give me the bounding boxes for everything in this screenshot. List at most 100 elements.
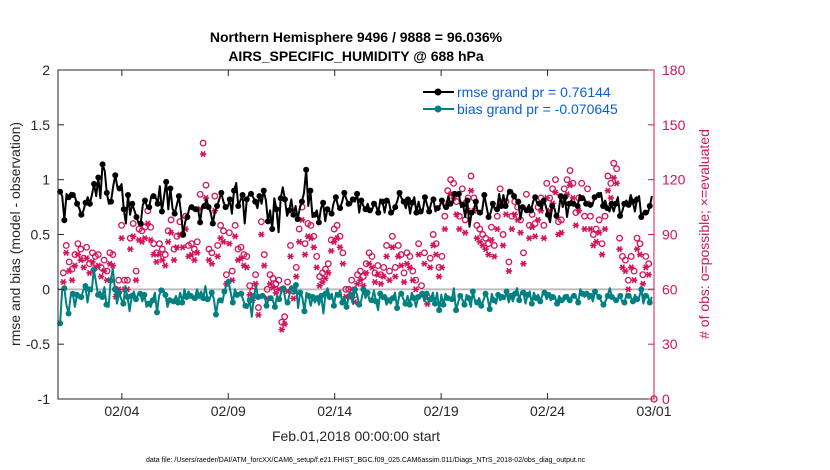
- obs-evaluated-stroke: [162, 262, 168, 269]
- legend-rmse-label: rmse grand pr = 0.76144: [457, 84, 611, 100]
- obs-evaluated-point: [552, 189, 559, 196]
- obs-possible-point: [167, 216, 175, 224]
- obs-possible-point: [339, 249, 347, 257]
- obs-evaluated-point: [383, 253, 390, 260]
- obs-possible-point: [126, 234, 134, 242]
- bias-point: [533, 295, 540, 302]
- rmse-point: [349, 196, 356, 203]
- obs-possible-point: [327, 236, 335, 244]
- obs-evaluated-point: [628, 264, 635, 271]
- bias-point: [128, 292, 135, 299]
- obs-evaluated-stroke: [442, 225, 448, 233]
- obs-evaluated-stroke: [474, 234, 480, 242]
- obs-evaluated-point: [456, 225, 463, 233]
- obs-evaluated-point: [491, 253, 498, 260]
- rmse-point: [506, 188, 513, 195]
- obs-possible-point: [260, 251, 268, 259]
- obs-evaluated-point: [194, 249, 201, 256]
- obs-possible-point: [193, 238, 201, 246]
- obs-evaluated-stroke: [576, 207, 582, 214]
- obs-possible-point: [199, 139, 207, 147]
- obs-evaluated-stroke: [386, 277, 393, 284]
- bias-point: [111, 286, 118, 293]
- obs-evaluated-point: [607, 194, 615, 202]
- rmse-point: [604, 205, 611, 212]
- bias-point: [57, 320, 64, 327]
- bias-point: [469, 288, 476, 295]
- bias-point: [646, 299, 653, 306]
- obs-possible-point: [380, 263, 388, 271]
- obs-possible-point: [307, 221, 315, 229]
- obs-evaluated-point: [502, 211, 510, 218]
- obs-possible-point: [418, 282, 425, 290]
- obs-evaluated-stroke: [628, 264, 634, 271]
- rmse-point: [337, 205, 344, 212]
- bias-point: [246, 297, 253, 304]
- obs-possible-point: [552, 176, 559, 184]
- obs-possible-point: [225, 229, 233, 237]
- bias-point: [292, 281, 299, 288]
- rmse-point: [137, 220, 144, 227]
- obs-possible-point: [246, 282, 254, 290]
- obs-evaluated-stroke: [110, 262, 116, 269]
- obs-possible-point: [252, 271, 259, 279]
- plot-area: [58, 70, 654, 399]
- rmse-point: [612, 200, 619, 207]
- y-tick-label: -0.5: [26, 336, 50, 352]
- obs-evaluated-point: [287, 253, 294, 260]
- obs-evaluated-stroke: [261, 262, 267, 269]
- obs-evaluated-point: [482, 245, 489, 253]
- bias-point: [427, 296, 434, 303]
- obs-evaluated-stroke: [293, 273, 299, 280]
- bias-point: [570, 292, 577, 299]
- obs-possible-point: [610, 159, 618, 167]
- bias-point: [86, 286, 93, 293]
- obs-evaluated-point: [127, 245, 134, 253]
- bias-point: [132, 296, 139, 303]
- y2-tick-label: 120: [662, 172, 686, 188]
- rmse-point: [192, 206, 199, 213]
- obs-evaluated-stroke: [421, 260, 428, 267]
- bias-point: [394, 304, 401, 311]
- obs-possible-point: [237, 243, 245, 251]
- obs-evaluated-stroke: [582, 225, 588, 233]
- obs-evaluated-stroke: [573, 222, 579, 229]
- bias-point: [528, 300, 535, 307]
- obs-evaluated-stroke: [279, 326, 285, 333]
- obs-evaluated-stroke: [520, 260, 527, 267]
- bias-point: [267, 295, 274, 302]
- rmse-point: [438, 197, 445, 204]
- obs-evaluated-stroke: [369, 264, 375, 271]
- legend: rmse grand pr = 0.76144 bias grand pr = …: [417, 82, 649, 120]
- bias-point: [478, 302, 485, 309]
- rmse-point: [180, 231, 187, 238]
- obs-evaluated-point: [377, 280, 384, 288]
- obs-possible-point: [595, 216, 603, 224]
- obs-evaluated-point: [511, 211, 518, 218]
- obs-evaluated-stroke: [63, 249, 69, 256]
- bias-point: [440, 301, 447, 308]
- obs-evaluated-stroke: [95, 262, 101, 269]
- rmse-point: [197, 219, 204, 226]
- bias-point: [288, 285, 295, 292]
- obs-evaluated-stroke: [133, 277, 139, 284]
- rmse-point: [464, 197, 471, 204]
- obs-evaluated-point: [435, 273, 443, 280]
- obs-evaluated-point: [639, 280, 647, 288]
- obs-evaluated-point: [68, 277, 76, 284]
- obs-evaluated-point: [441, 225, 449, 233]
- rmse-point: [371, 200, 378, 207]
- bias-point: [621, 299, 628, 306]
- bias-point: [360, 286, 367, 293]
- bias-point: [575, 299, 582, 306]
- obs-evaluated-stroke: [587, 225, 594, 233]
- x-tick-label: 02/19: [424, 403, 459, 419]
- obs-evaluated-point: [415, 251, 422, 258]
- obs-evaluated-stroke: [209, 260, 215, 267]
- obs-evaluated-point: [269, 284, 277, 291]
- obs-evaluated-stroke: [159, 256, 165, 264]
- obs-possible-point: [196, 190, 204, 198]
- rmse-point: [511, 193, 518, 200]
- obs-evaluated-point: [508, 225, 516, 233]
- rmse-point: [387, 209, 394, 216]
